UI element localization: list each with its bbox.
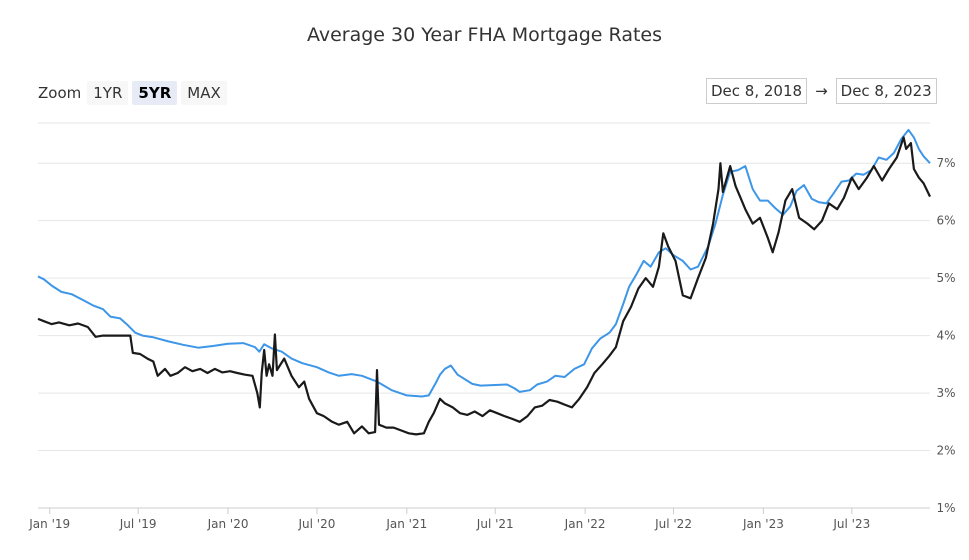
zoom-5yr-button[interactable]: 5YR [132, 81, 178, 105]
x-tick-label: Jul '19 [119, 517, 157, 531]
series-line-blue [37, 128, 931, 398]
y-tick-label: 7% [936, 156, 955, 170]
x-tick-label: Jan '23 [742, 517, 784, 531]
series-line-black [37, 136, 931, 436]
x-tick-label: Jul '23 [832, 517, 870, 531]
x-tick-label: Jan '22 [564, 517, 606, 531]
y-tick-label: 4% [936, 329, 955, 343]
chart-title: Average 30 Year FHA Mortgage Rates [306, 24, 663, 46]
y-tick-label: 3% [936, 386, 955, 400]
grid-lines [38, 122, 930, 509]
y-tick-label: 2% [936, 444, 955, 458]
range-to-input[interactable]: Dec 8, 2023 [835, 78, 937, 104]
x-tick-label: Jul '22 [654, 517, 692, 531]
x-tick-label: Jan '20 [207, 517, 249, 531]
date-range-selector: Dec 8, 2018 → Dec 8, 2023 [706, 78, 937, 104]
x-tick-label: Jan '19 [28, 517, 70, 531]
y-axis-labels: 1% 2% 3% 4% 5% 6% 7% [936, 156, 955, 515]
zoom-controls: Zoom 1YR 5YR MAX [38, 80, 231, 106]
y-tick-label: 6% [936, 214, 955, 228]
series-lines [37, 128, 931, 436]
zoom-max-button[interactable]: MAX [181, 81, 227, 105]
zoom-1yr-button[interactable]: 1YR [87, 81, 129, 105]
zoom-label: Zoom [38, 84, 82, 102]
x-tick-label: Jan '21 [385, 517, 427, 531]
x-tick-label: Jul '20 [297, 517, 335, 531]
y-tick-label: 1% [936, 501, 955, 515]
y-tick-label: 5% [936, 271, 955, 285]
range-arrow: → [815, 82, 828, 100]
x-axis: Jan '19 Jul '19 Jan '20 Jul '20 Jan '21 Jul '… [28, 507, 930, 531]
range-from-input[interactable]: Dec 8, 2018 [706, 78, 808, 104]
x-tick-label: Jul '21 [476, 517, 514, 531]
